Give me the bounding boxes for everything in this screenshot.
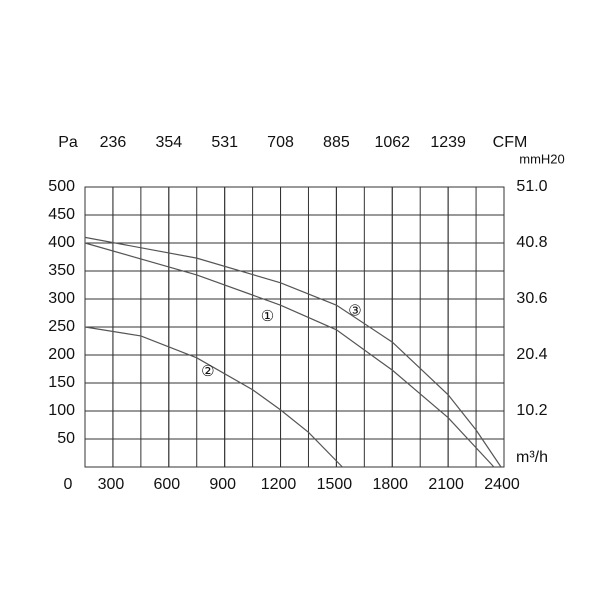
x-tick-label: 2100 bbox=[428, 476, 464, 493]
y-tick-label: 100 bbox=[48, 402, 75, 419]
x2-tick-label: 236 bbox=[100, 134, 127, 151]
x-tick-label: 300 bbox=[98, 476, 125, 493]
y-tick-label: 200 bbox=[48, 346, 75, 363]
curve-label: ② bbox=[201, 363, 214, 380]
x2-tick-label: 885 bbox=[323, 134, 350, 151]
y2-tick-label: 10.2 bbox=[516, 402, 547, 419]
x2-tick-label: 1062 bbox=[374, 134, 410, 151]
y-tick-label: 50 bbox=[57, 430, 75, 447]
y-tick-label: 350 bbox=[48, 262, 75, 279]
y-axis-label: Pa bbox=[58, 134, 78, 151]
y-tick-label: 500 bbox=[48, 178, 75, 195]
x2-tick-label: 708 bbox=[267, 134, 294, 151]
x-tick-label: 1800 bbox=[372, 476, 408, 493]
x-tick-label: 1200 bbox=[261, 476, 297, 493]
y-tick-label: 450 bbox=[48, 206, 75, 223]
x2-tick-label: 354 bbox=[155, 134, 182, 151]
y-tick-label: 250 bbox=[48, 318, 75, 335]
x2-axis-label: CFM bbox=[493, 134, 528, 151]
y-tick-label: 400 bbox=[48, 234, 75, 251]
y2-tick-label: 30.6 bbox=[516, 290, 547, 307]
x2-tick-label: 1239 bbox=[430, 134, 466, 151]
y2-tick-label: 20.4 bbox=[516, 346, 547, 363]
curve bbox=[84, 242, 495, 468]
x-tick-label: 900 bbox=[209, 476, 236, 493]
y2-axis-label: mmH20 bbox=[519, 151, 565, 166]
x-tick-label: 1500 bbox=[317, 476, 353, 493]
y-tick-label: 300 bbox=[48, 290, 75, 307]
y2-tick-label: 51.0 bbox=[516, 178, 547, 195]
y-tick-label: 150 bbox=[48, 374, 75, 391]
curve bbox=[84, 236, 502, 468]
x-tick-label: 2400 bbox=[484, 476, 520, 493]
curve-label: ① bbox=[261, 308, 274, 325]
x-axis-label: m³/h bbox=[516, 449, 548, 466]
curve-label: ③ bbox=[348, 302, 361, 319]
origin-label: 0 bbox=[64, 476, 73, 493]
y2-tick-label: 40.8 bbox=[516, 234, 547, 251]
curve bbox=[84, 326, 343, 468]
x-tick-label: 600 bbox=[153, 476, 180, 493]
x2-tick-label: 531 bbox=[211, 134, 238, 151]
